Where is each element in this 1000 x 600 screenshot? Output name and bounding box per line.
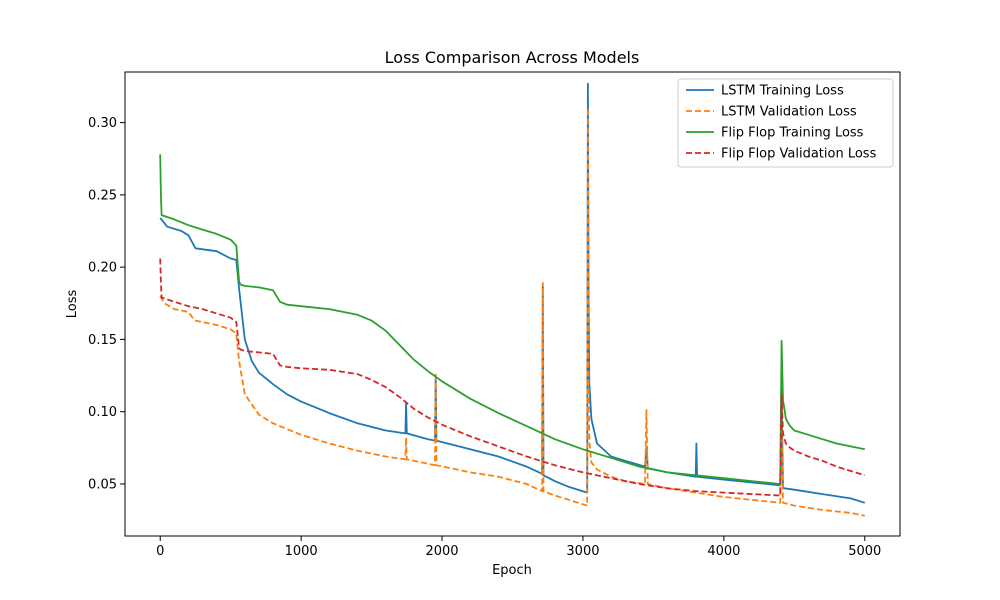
x-tick-label: 1000 (285, 544, 318, 559)
plot-frame (124, 71, 901, 537)
legend-entry-0: LSTM Training Loss (721, 84, 844, 99)
y-axis-label: Loss (65, 290, 80, 319)
x-tick-label: 4000 (707, 544, 740, 559)
series-line-1 (159, 107, 865, 517)
chart-title: Loss Comparison Across Models (385, 48, 640, 67)
x-tick-label: 2000 (425, 544, 458, 559)
legend: LSTM Training Loss LSTM Validation Loss Fl… (677, 78, 894, 168)
y-tick-label: 0.05 (88, 477, 117, 492)
y-tick-label: 0.30 (88, 116, 117, 131)
legend-box (677, 78, 894, 168)
series-line-3 (159, 258, 866, 497)
y-tick-label: 0.10 (88, 405, 117, 420)
x-tick-label: 5000 (848, 544, 881, 559)
series-layer (159, 82, 866, 517)
y-tick-label: 0.20 (88, 261, 117, 276)
x-axis-label: Epoch (492, 563, 532, 578)
legend-entry-3: Flip Flop Validation Loss (721, 147, 877, 162)
series-line-2 (159, 154, 865, 485)
y-tick-label: 0.15 (88, 333, 117, 348)
x-tick-label: 0 (156, 544, 164, 559)
y-axis: 0.05 0.10 0.15 0.20 0.25 0.30 (88, 116, 125, 492)
legend-entry-1: LSTM Validation Loss (721, 105, 857, 120)
x-axis: 0 1000 2000 3000 4000 5000 (156, 536, 881, 559)
legend-entry-2: Flip Flop Training Loss (721, 126, 864, 141)
x-tick-label: 3000 (566, 544, 599, 559)
y-tick-label: 0.25 (88, 188, 117, 203)
